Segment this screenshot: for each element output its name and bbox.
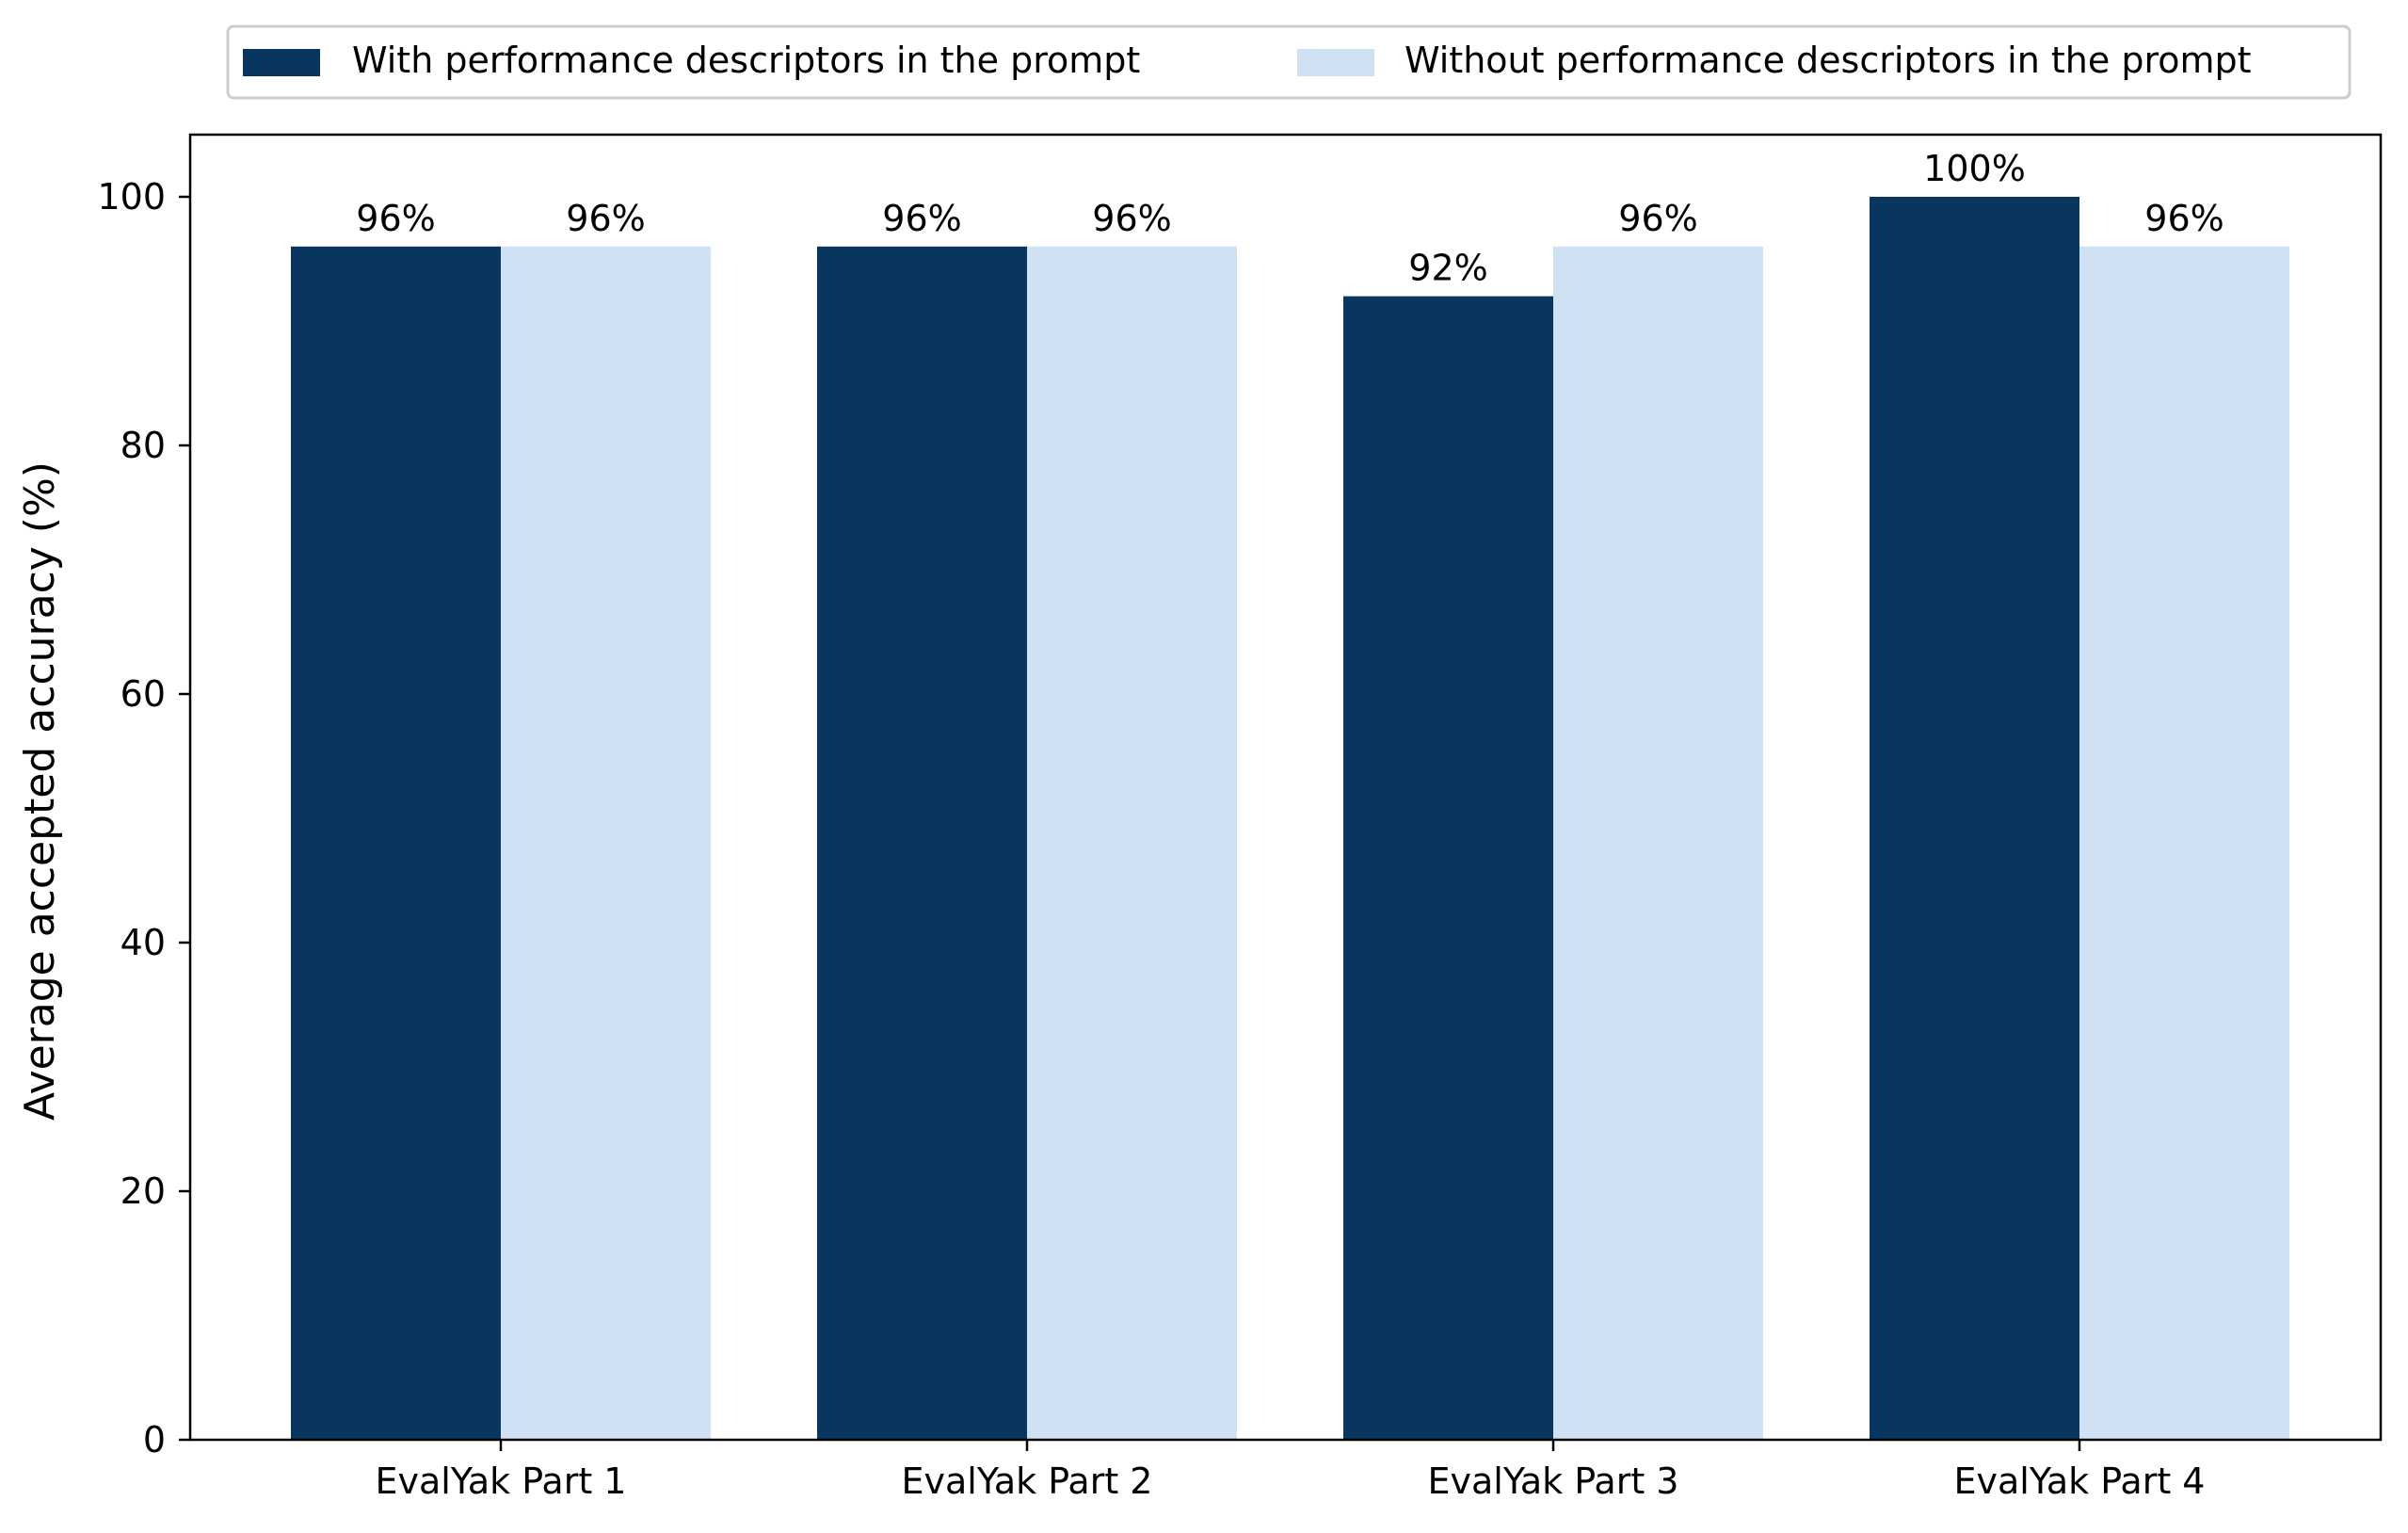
- y-tick-label: 60: [120, 673, 166, 715]
- legend-label-without: Without performance descriptors in the p…: [1405, 40, 2252, 81]
- bar-value-label: 96%: [1618, 198, 1697, 239]
- x-tick-label: EvalYak Part 3: [1428, 1460, 1679, 1502]
- bar-value-label: 96%: [882, 198, 961, 239]
- y-axis-ticks: 0 20 40 60 80 100: [97, 176, 190, 1460]
- bar-without-2: [1027, 246, 1237, 1440]
- bar-value-label: 96%: [566, 198, 645, 239]
- bar-value-label: 100%: [1923, 148, 2026, 189]
- legend-label-with: With performance descriptors in the prom…: [352, 40, 1140, 81]
- y-tick-label: 20: [120, 1170, 166, 1212]
- bar-value-label: 96%: [356, 198, 435, 239]
- x-tick-label: EvalYak Part 2: [902, 1460, 1153, 1502]
- y-tick-label: 80: [120, 425, 166, 466]
- x-tick-label: EvalYak Part 4: [1954, 1460, 2206, 1502]
- bar-with-1: [291, 246, 501, 1440]
- legend: With performance descriptors in the prom…: [226, 24, 2352, 100]
- bar-value-label: 96%: [1092, 198, 1171, 239]
- x-axis-ticks: EvalYak Part 1 EvalYak Part 2 EvalYak Part…: [376, 1440, 2206, 1502]
- bar-without-3: [1553, 246, 1763, 1440]
- bar-without-4: [2079, 246, 2289, 1440]
- bar-with-4: [1870, 197, 2079, 1440]
- y-axis-label: Average accepted accuracy (%): [16, 461, 64, 1121]
- legend-swatch-with: [243, 49, 320, 76]
- bar-with-2: [817, 246, 1027, 1440]
- bar-with-3: [1343, 296, 1553, 1441]
- legend-box: [226, 24, 2352, 100]
- bar-value-label: 92%: [1408, 248, 1487, 289]
- bar-without-1: [501, 246, 711, 1440]
- bars: [291, 197, 2289, 1441]
- y-tick-label: 100: [97, 176, 166, 218]
- bar-value-label: 96%: [2144, 198, 2223, 239]
- bar-value-labels: 96% 96% 96% 96% 92% 96% 100% 96%: [356, 148, 2223, 289]
- legend-swatch-without: [1297, 49, 1374, 76]
- y-tick-label: 0: [143, 1419, 166, 1460]
- y-tick-label: 40: [120, 922, 166, 963]
- x-tick-label: EvalYak Part 1: [376, 1460, 627, 1502]
- plot-area-frame: [188, 133, 2383, 1442]
